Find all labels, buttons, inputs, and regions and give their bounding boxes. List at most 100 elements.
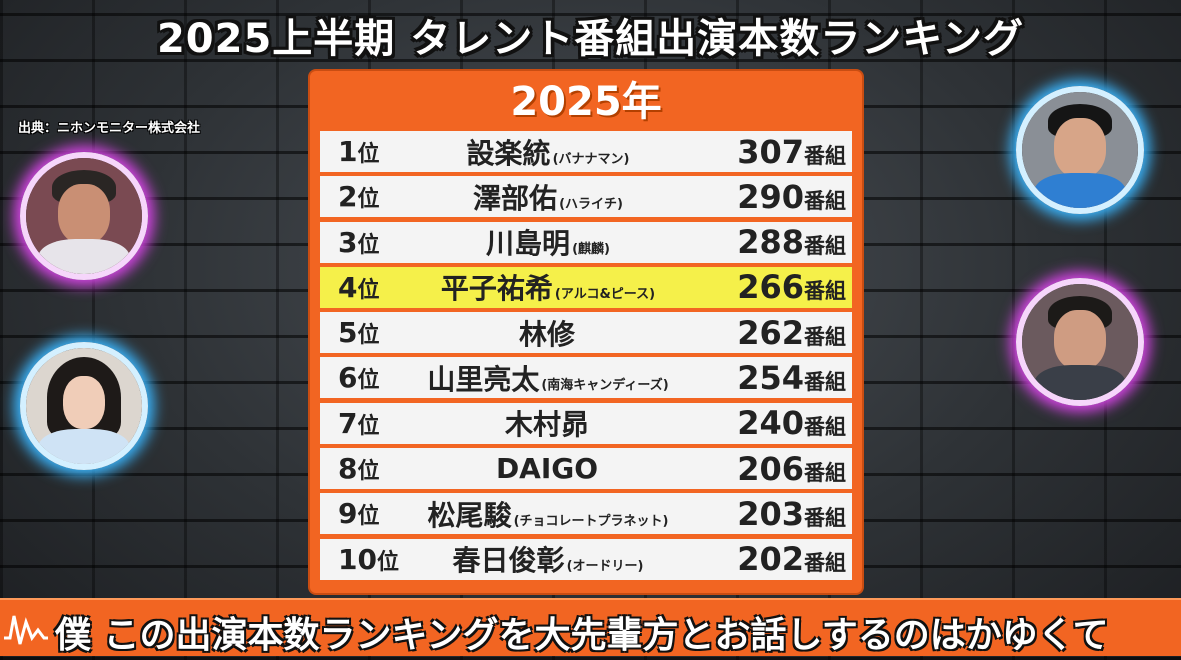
- talent-name: 山里亮太: [427, 362, 540, 396]
- panelist-avatar-top-left: [20, 152, 148, 280]
- talent-name: 設楽統: [466, 136, 551, 170]
- audio-wave-icon: [4, 615, 48, 645]
- talent-name-wrap: 平子祐希 (アルコ&ピース): [410, 267, 686, 307]
- talent-group: (ハライチ): [559, 196, 623, 212]
- talent-name-wrap: 澤部佑 (ハライチ): [410, 177, 686, 217]
- talent-name-wrap: 春日俊彰 (オードリー): [410, 539, 686, 579]
- ranking-row: 9位 松尾駿 (チョコレートプラネット) 203番組: [320, 493, 852, 535]
- source-credit: 出典：ニホンモニター株式会社: [18, 121, 201, 136]
- count-number: 288: [737, 223, 804, 262]
- ranking-row: 7位 木村昴 240番組: [320, 402, 852, 444]
- talent-group: (南海キャンディーズ): [541, 377, 669, 393]
- page-title: 2025上半期 タレント番組出演本数ランキング: [156, 16, 1025, 62]
- count-unit: 番組: [804, 234, 846, 259]
- count-number: 290: [737, 177, 804, 216]
- talent-name-wrap: 木村昴: [410, 403, 686, 443]
- ranking-row: 5位 林修 262番組: [320, 312, 852, 354]
- talent-group: (アルコ&ピース): [554, 287, 656, 303]
- program-count: 288番組: [686, 223, 846, 261]
- program-count: 266番組: [686, 268, 846, 306]
- rank-number: 10: [338, 542, 377, 576]
- ranking-row: 10位 春日俊彰 (オードリー) 202番組: [320, 538, 852, 580]
- talent-group: (オードリー): [566, 559, 644, 575]
- rank-label: 8位: [338, 452, 410, 485]
- rank-suffix: 位: [357, 142, 380, 167]
- rank-suffix: 位: [357, 277, 380, 303]
- rank-suffix: 位: [376, 549, 399, 575]
- program-count: 290番組: [686, 178, 846, 216]
- talent-name: DAIGO: [495, 452, 599, 486]
- talent-group: (麒麟): [572, 242, 610, 258]
- ranking-row: 8位 DAIGO 206番組: [320, 448, 852, 490]
- ranking-row: 4位 平子祐希 (アルコ&ピース) 266番組: [320, 266, 852, 308]
- count-number: 202: [737, 540, 804, 579]
- count-unit: 番組: [804, 415, 846, 440]
- rank-number: 7: [338, 406, 358, 440]
- rank-suffix: 位: [357, 368, 380, 394]
- rank-label: 3位: [338, 226, 410, 259]
- count-unit: 番組: [804, 505, 846, 530]
- count-number: 240: [737, 404, 804, 443]
- count-number: 307: [737, 132, 804, 171]
- talent-name: 平子祐希: [440, 272, 553, 306]
- rank-number: 8: [338, 452, 358, 486]
- count-unit: 番組: [804, 143, 846, 168]
- program-count: 307番組: [686, 133, 846, 171]
- rank-number: 4: [338, 270, 358, 304]
- board-year: 2025年: [510, 79, 662, 125]
- panelist-avatar-bottom-right: [1016, 278, 1144, 406]
- rank-suffix: 位: [357, 187, 380, 213]
- talent-group: (バナナマン): [552, 151, 630, 167]
- ranking-row: 2位 澤部佑 (ハライチ) 290番組: [320, 176, 852, 218]
- count-number: 266: [737, 268, 804, 307]
- count-number: 262: [737, 313, 804, 352]
- rank-label: 2位: [338, 180, 410, 213]
- subtitle-text: 僕 この出演本数ランキングを大先輩方とお話しするのはかゆくて: [55, 615, 1109, 656]
- count-unit: 番組: [804, 551, 846, 576]
- program-count: 262番組: [686, 314, 846, 352]
- rank-number: 6: [338, 361, 358, 395]
- program-count: 203番組: [686, 495, 846, 533]
- rank-suffix: 位: [357, 232, 380, 258]
- rank-suffix: 位: [357, 323, 380, 349]
- panelist-avatar-bottom-left: [20, 342, 148, 470]
- subtitle-bar: 僕 この出演本数ランキングを大先輩方とお話しするのはかゆくて: [0, 598, 1181, 656]
- rank-suffix: 位: [357, 413, 380, 439]
- talent-name-wrap: DAIGO: [410, 452, 686, 485]
- rank-label: 6位: [338, 361, 410, 394]
- talent-name-wrap: 山里亮太 (南海キャンディーズ): [410, 358, 686, 398]
- count-number: 206: [737, 449, 804, 488]
- rank-number: 5: [338, 316, 358, 350]
- talent-name-wrap: 設楽統 (バナナマン): [410, 132, 686, 172]
- talent-name-wrap: 川島明 (麒麟): [410, 222, 686, 262]
- talent-name: 林修: [518, 317, 575, 351]
- talent-name: 松尾駿: [427, 498, 512, 532]
- ranking-row: 1位 設楽統 (バナナマン) 307番組: [320, 131, 852, 172]
- ranking-row: 3位 川島明 (麒麟) 288番組: [320, 221, 852, 263]
- rank-label: 5位: [338, 316, 410, 349]
- ranking-list: 1位 設楽統 (バナナマン) 307番組 2位 澤部佑 (ハライチ) 290番組 3位 川島明 (麒…: [320, 131, 852, 580]
- talent-name-wrap: 林修: [410, 313, 686, 353]
- count-number: 203: [737, 494, 804, 533]
- program-count: 206番組: [686, 450, 846, 488]
- ranking-board: 2025年 1位 設楽統 (バナナマン) 307番組 2位 澤部佑 (ハライチ) 290番組 3…: [310, 71, 862, 593]
- rank-label: 9位: [338, 497, 410, 530]
- rank-number: 9: [338, 497, 358, 531]
- count-unit: 番組: [804, 460, 846, 485]
- rank-label: 7位: [338, 407, 410, 440]
- ranking-row: 6位 山里亮太 (南海キャンディーズ) 254番組: [320, 357, 852, 399]
- rank-label: 10位: [338, 543, 410, 576]
- talent-name-wrap: 松尾駿 (チョコレートプラネット): [410, 494, 686, 534]
- panelist-avatar-top-right: [1016, 86, 1144, 214]
- rank-suffix: 位: [357, 459, 380, 485]
- program-count: 240番組: [686, 404, 846, 442]
- rank-label: 4位: [338, 271, 410, 304]
- talent-name: 春日俊彰: [452, 544, 565, 578]
- rank-label: 1位: [338, 135, 410, 168]
- rank-suffix: 位: [357, 504, 380, 530]
- rank-number: 1: [338, 135, 358, 168]
- count-unit: 番組: [804, 188, 846, 213]
- talent-name: 木村昴: [504, 408, 589, 442]
- count-unit: 番組: [804, 324, 846, 349]
- rank-number: 2: [338, 180, 358, 214]
